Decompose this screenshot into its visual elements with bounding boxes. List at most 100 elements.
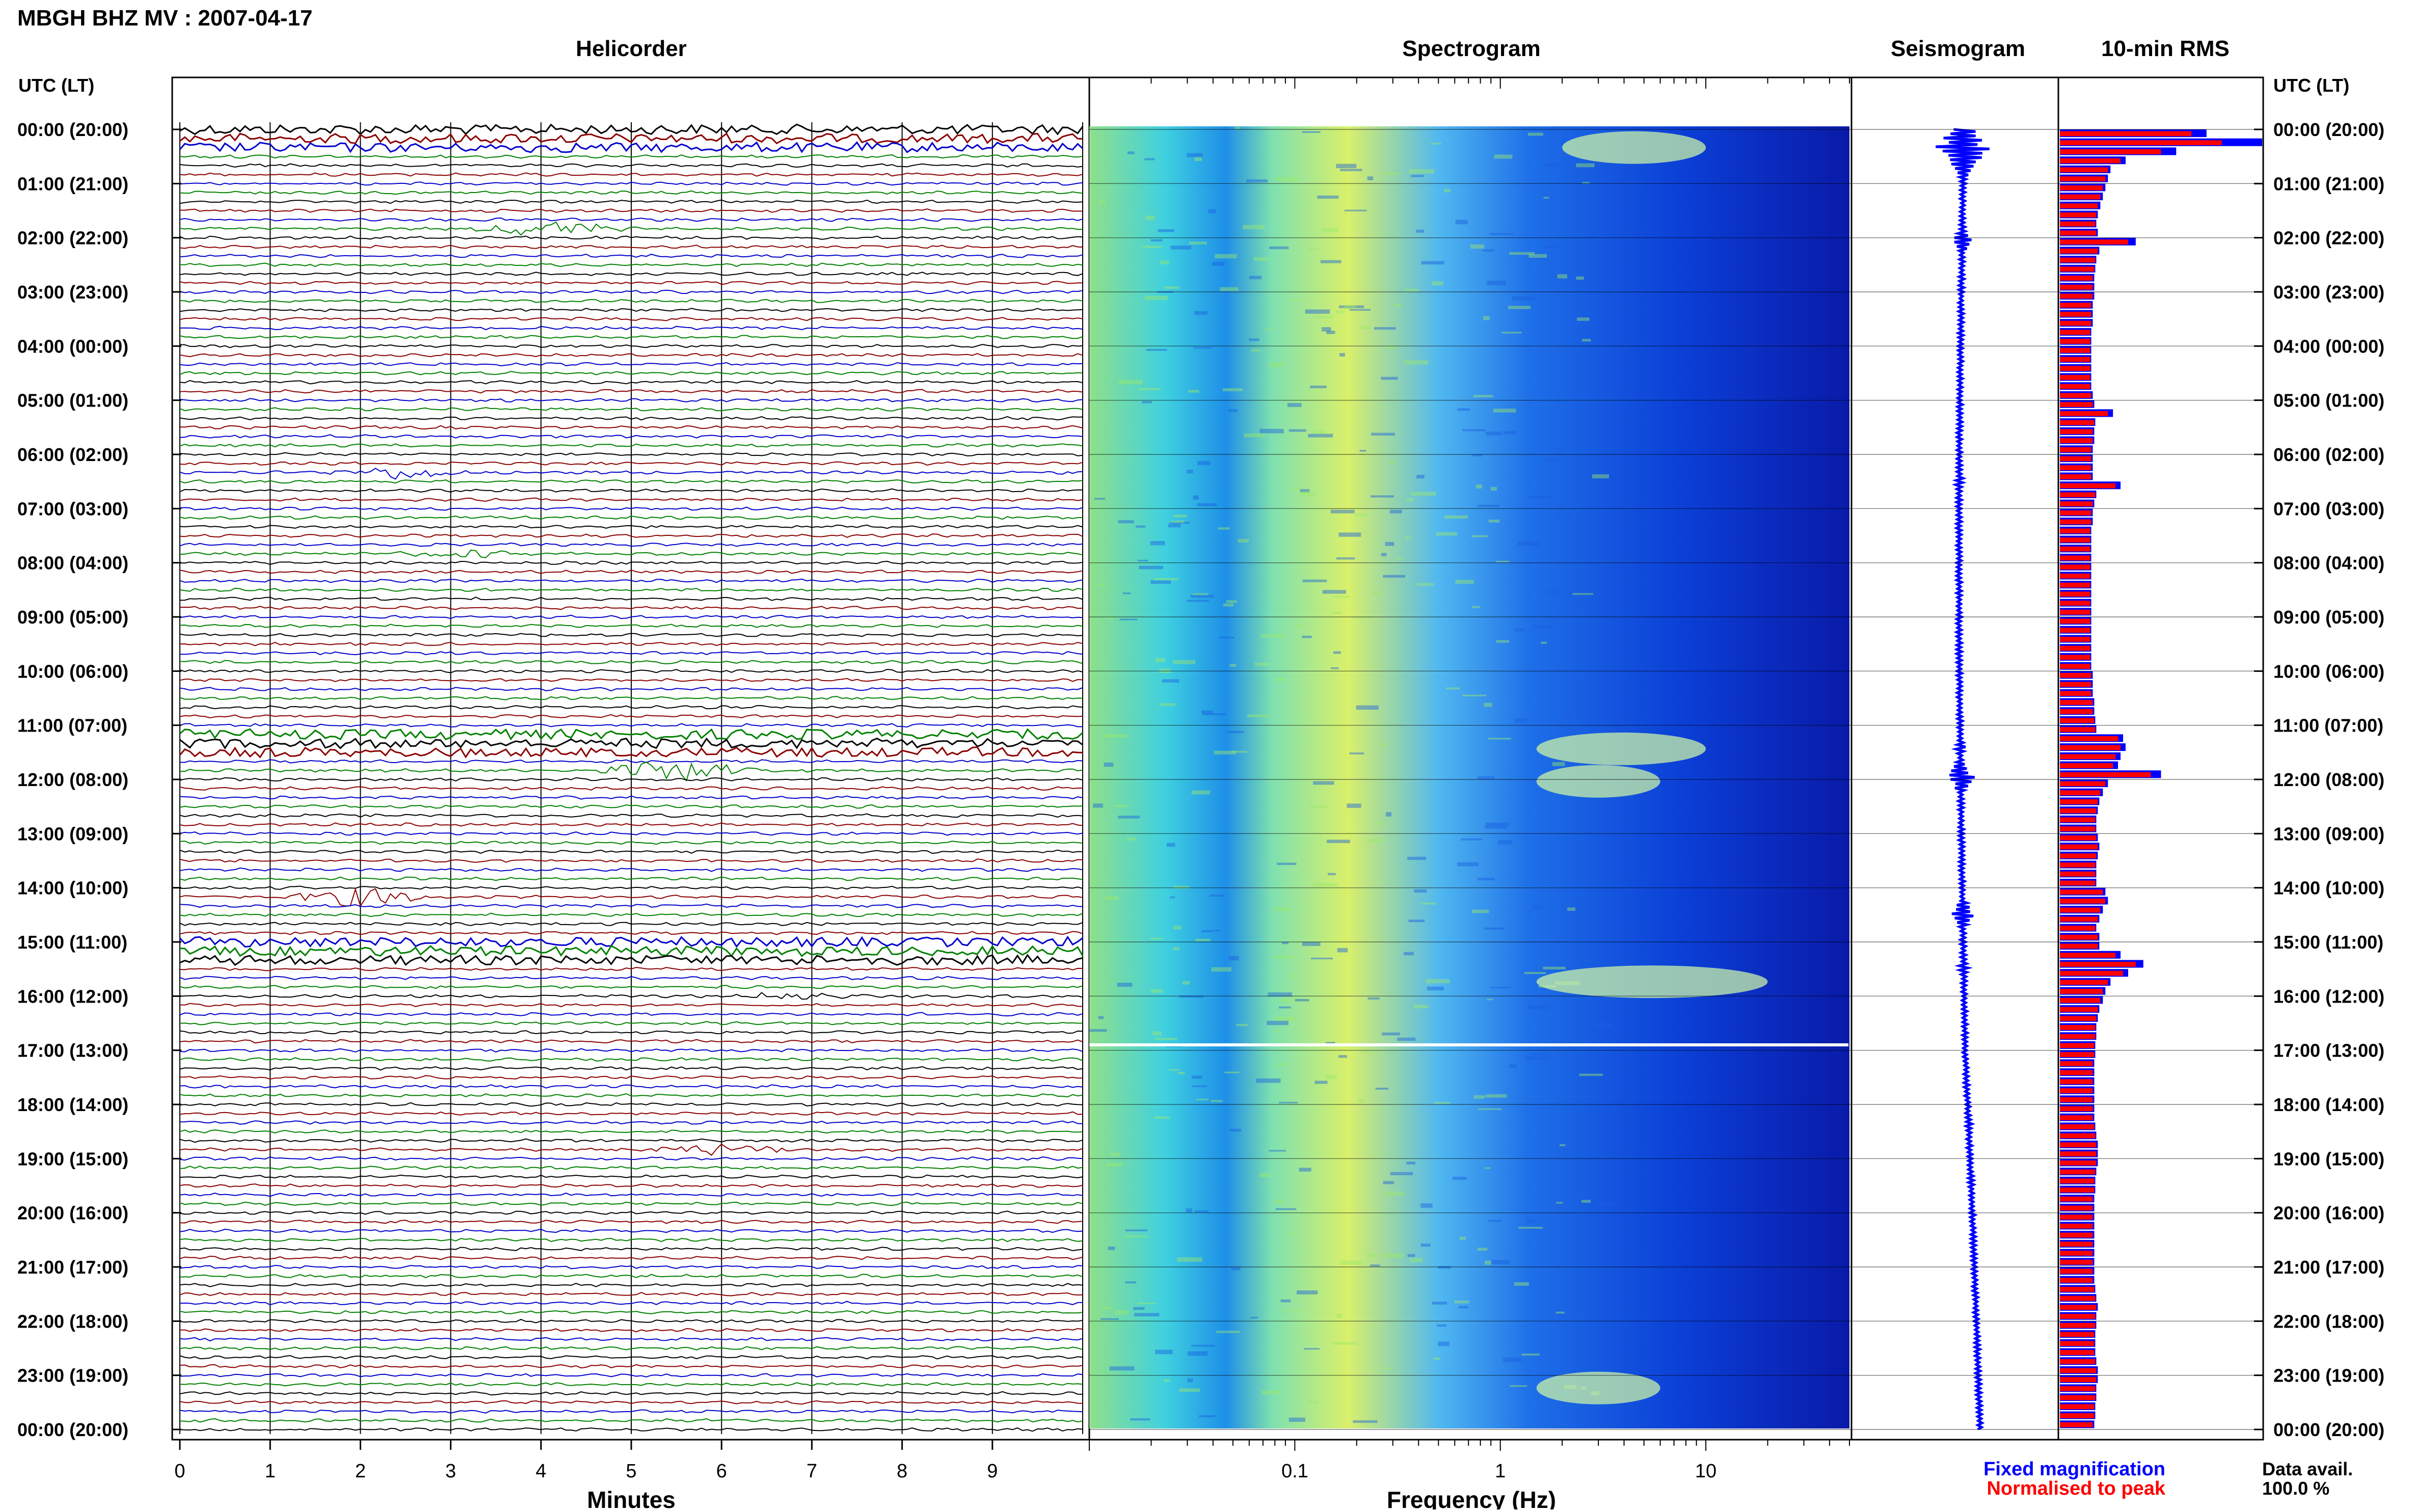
spectrogram-cell (1127, 151, 1135, 154)
spectrogram-cell (1397, 1037, 1416, 1041)
spectrogram-cell (1142, 246, 1162, 248)
helicorder-trace (180, 416, 1083, 421)
spectrogram-cell (1496, 640, 1509, 643)
helicorder-trace (180, 606, 1083, 610)
spectrogram-cell (1483, 249, 1495, 252)
rms-bar-normalised (2060, 1404, 2095, 1410)
spectrogram-cell (1192, 593, 1209, 596)
spectrogram-cell (1560, 724, 1574, 730)
spectrogram-cell (1201, 930, 1214, 932)
spectrogram-energy-band (1562, 131, 1706, 164)
spectrogram-cell (1514, 1282, 1529, 1286)
frequency-tick-label: 0.1 (1281, 1461, 1308, 1482)
spectrogram-cell (1381, 376, 1398, 380)
spectrogram-cell (1483, 316, 1490, 320)
rms-bar-normalised (2060, 311, 2091, 317)
rms-bar-normalised (2060, 1259, 2093, 1265)
spectrogram-cell (1304, 1214, 1310, 1217)
helicorder-trace (180, 172, 1083, 177)
spectrogram-cell (1488, 1220, 1502, 1222)
spectrogram-cell (1199, 1415, 1216, 1417)
spectrogram-cell (1486, 1094, 1507, 1098)
rms-bar-normalised (2060, 384, 2090, 389)
helicorder-trace (180, 1012, 1083, 1017)
spectrogram-cell (1408, 920, 1425, 923)
spectrogram-cell (1170, 520, 1185, 523)
spectrogram-cell (1527, 132, 1543, 136)
spectrogram-cell (1214, 750, 1236, 754)
rms-bar-normalised (2060, 961, 2136, 967)
helicorder-trace (180, 1021, 1083, 1025)
helicorder-trace (180, 506, 1083, 511)
spectrogram-cell (1308, 434, 1333, 438)
spectrogram-cell (1531, 1052, 1550, 1055)
spectrogram-cell (1215, 254, 1237, 259)
spectrogram-cell (1177, 1072, 1185, 1074)
helicorder-trace (180, 1291, 1083, 1297)
spectrogram-cell (1130, 1418, 1150, 1421)
spectrogram-cell (1314, 1081, 1328, 1084)
spectrogram-cell (1249, 338, 1259, 341)
spectrogram-cell (1472, 454, 1483, 456)
spectrogram-cell (1214, 929, 1220, 932)
spectrogram-cell (1278, 1006, 1291, 1009)
spectrogram-cell (1543, 197, 1549, 199)
helicorder-trace (180, 353, 1083, 358)
rms-bar-normalised (2060, 221, 2096, 227)
helicorder-trace (180, 935, 1083, 948)
spectrogram-cell (1455, 220, 1468, 225)
helicorder-trace (180, 903, 1083, 908)
spectrogram-cell (1552, 762, 1565, 766)
rms-bar-normalised (2060, 889, 2103, 895)
spectrogram-cell (1344, 209, 1367, 211)
helicorder-trace (180, 976, 1083, 981)
spectrogram-cell (1155, 1038, 1177, 1040)
rms-bar-normalised (2060, 320, 2091, 326)
seismogram-frame (1850, 76, 2059, 1441)
spectrogram-cell (1410, 1258, 1423, 1262)
helicorder-trace (180, 479, 1083, 484)
spectrogram-cell (1576, 163, 1595, 168)
spectrogram-cell (1209, 895, 1224, 897)
spectrogram-cell (1490, 987, 1512, 989)
spectrogram-cell (1501, 332, 1522, 334)
spectrogram-cell (1498, 840, 1512, 845)
helicorder-trace (180, 461, 1083, 466)
spectrogram-cell (1489, 233, 1514, 235)
spectrogram-cell (1173, 660, 1196, 664)
rms-bar-normalised (2060, 546, 2090, 552)
helicorder-trace (180, 759, 1083, 764)
rms-bar-normalised (2060, 1241, 2093, 1247)
helicorder-trace (180, 1409, 1083, 1414)
helicorder-trace (180, 737, 1083, 750)
helicorder-trace (180, 633, 1083, 637)
helicorder-trace (180, 1346, 1083, 1351)
spectrogram-cell (1445, 687, 1460, 690)
spectrogram-cell (1267, 1020, 1289, 1025)
time-tick-label-right: 11:00 (07:00) (2273, 715, 2383, 736)
spectrogram-cell (1189, 241, 1208, 245)
rms-bar-normalised (2060, 411, 2108, 416)
helicorder-trace (180, 651, 1083, 656)
spectrogram-cell (1390, 1172, 1413, 1175)
helicorder-trace (180, 380, 1083, 385)
spectrogram-cell (1354, 616, 1373, 618)
helicorder-trace (180, 1111, 1083, 1116)
rms-bar-normalised (2060, 1124, 2095, 1129)
helicorder-trace (180, 876, 1083, 881)
helicorder-trace (180, 696, 1083, 700)
spectrogram-cell (1344, 305, 1356, 309)
spectrogram-cell (1150, 239, 1163, 241)
spectrogram-image (1089, 126, 1849, 1428)
rms-bar-normalised (2060, 203, 2098, 209)
spectrogram-cell (1266, 328, 1272, 331)
helicorder-trace (180, 542, 1083, 547)
spectrogram-cell (1187, 153, 1203, 157)
spectrogram-cell (1192, 1075, 1202, 1079)
spectrogram-cell (1122, 592, 1131, 595)
page-title: MBGH BHZ MV : 2007-04-17 (17, 6, 312, 31)
spectrogram-cell (1195, 1210, 1209, 1212)
rms-bar-normalised (2060, 1205, 2093, 1211)
rms-bar-normalised (2060, 1160, 2097, 1166)
rms-bar-normalised (2060, 131, 2192, 137)
